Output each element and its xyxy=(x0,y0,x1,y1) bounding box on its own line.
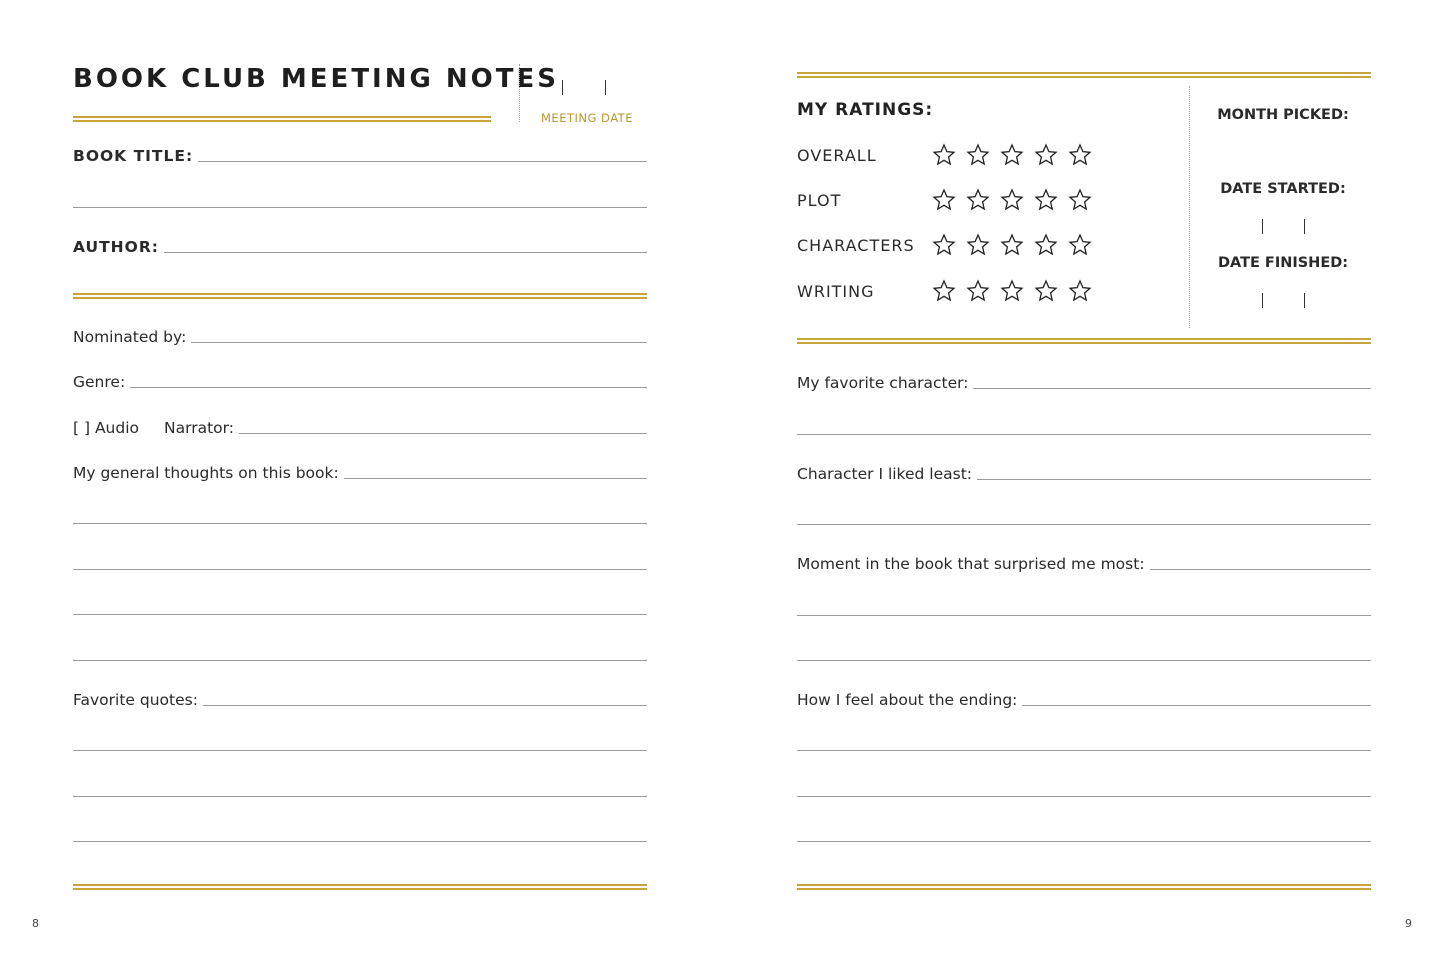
write-line[interactable] xyxy=(202,705,647,706)
write-line[interactable] xyxy=(73,841,647,842)
star-icon[interactable] xyxy=(1068,188,1092,212)
date-slash xyxy=(562,80,563,95)
ending-label: How I feel about the ending: xyxy=(797,691,1018,709)
write-line[interactable] xyxy=(343,478,647,479)
star-icon[interactable] xyxy=(1068,143,1092,167)
write-line[interactable] xyxy=(130,387,647,388)
write-line[interactable] xyxy=(198,161,647,162)
date-finished-label: DATE FINISHED: xyxy=(1217,255,1349,271)
dotted-divider xyxy=(1189,86,1190,328)
write-line[interactable] xyxy=(973,388,1371,389)
write-line[interactable] xyxy=(977,479,1371,480)
narrator-label: Narrator: xyxy=(164,419,234,437)
author-field[interactable]: AUTHOR: xyxy=(73,232,647,256)
write-line[interactable] xyxy=(797,660,1371,661)
nominated-label: Nominated by: xyxy=(73,328,187,346)
write-line[interactable] xyxy=(73,207,647,208)
star-icon[interactable] xyxy=(932,143,956,167)
quotes-label: Favorite quotes: xyxy=(73,691,198,709)
rating-label-overall: OVERALL xyxy=(797,146,877,165)
write-line[interactable] xyxy=(73,569,647,570)
star-icon[interactable] xyxy=(966,188,990,212)
favorite-character-label: My favorite character: xyxy=(797,374,969,392)
rating-label-plot: PLOT xyxy=(797,191,842,210)
star-icon[interactable] xyxy=(1000,279,1024,303)
star-icon[interactable] xyxy=(966,143,990,167)
date-slash xyxy=(1304,293,1305,308)
liked-least-field[interactable]: Character I liked least: xyxy=(797,459,1371,483)
star-icon[interactable] xyxy=(1034,143,1058,167)
gold-divider xyxy=(797,338,1371,344)
date-slash xyxy=(605,80,606,95)
surprised-field[interactable]: Moment in the book that surprised me mos… xyxy=(797,549,1371,573)
write-line[interactable] xyxy=(73,614,647,615)
star-icon[interactable] xyxy=(966,233,990,257)
gold-divider xyxy=(73,293,647,299)
write-line[interactable] xyxy=(1149,569,1371,570)
meeting-date-label: MEETING DATE xyxy=(541,111,633,125)
write-line[interactable] xyxy=(797,796,1371,797)
author-label: AUTHOR: xyxy=(73,238,159,256)
write-line[interactable] xyxy=(797,841,1371,842)
star-icon[interactable] xyxy=(1034,279,1058,303)
quotes-field[interactable]: Favorite quotes: xyxy=(73,685,647,709)
book-title-field[interactable]: BOOK TITLE: xyxy=(73,141,647,165)
ratings-heading: MY RATINGS: xyxy=(797,100,934,120)
page-title: BOOK CLUB MEETING NOTES xyxy=(73,64,559,94)
write-line[interactable] xyxy=(797,750,1371,751)
star-icon[interactable] xyxy=(932,233,956,257)
page-number: 9 xyxy=(1405,917,1412,930)
favorite-character-field[interactable]: My favorite character: xyxy=(797,368,1371,392)
star-icon[interactable] xyxy=(1000,143,1024,167)
date-slash xyxy=(1304,219,1305,234)
write-line[interactable] xyxy=(73,750,647,751)
ending-field[interactable]: How I feel about the ending: xyxy=(797,685,1371,709)
write-line[interactable] xyxy=(73,796,647,797)
date-slash xyxy=(1262,293,1263,308)
genre-field[interactable]: Genre: xyxy=(73,367,647,391)
write-line[interactable] xyxy=(797,524,1371,525)
genre-label: Genre: xyxy=(73,373,126,391)
rating-label-characters: CHARACTERS xyxy=(797,236,915,255)
write-line[interactable] xyxy=(797,434,1371,435)
write-line[interactable] xyxy=(73,523,647,524)
thoughts-label: My general thoughts on this book: xyxy=(73,464,339,482)
star-icon[interactable] xyxy=(1034,233,1058,257)
star-icon[interactable] xyxy=(1034,188,1058,212)
page-number: 8 xyxy=(32,917,39,930)
narrator-field[interactable]: [ ] Audio Narrator: xyxy=(73,413,647,437)
gold-divider xyxy=(797,884,1371,890)
surprised-label: Moment in the book that surprised me mos… xyxy=(797,555,1145,573)
month-picked-label: MONTH PICKED: xyxy=(1217,107,1349,123)
write-line[interactable] xyxy=(191,342,647,343)
gold-divider xyxy=(73,116,491,122)
dotted-divider xyxy=(519,64,520,122)
write-line[interactable] xyxy=(73,660,647,661)
star-icon[interactable] xyxy=(932,188,956,212)
date-started-label: DATE STARTED: xyxy=(1220,181,1346,197)
rating-label-writing: WRITING xyxy=(797,282,875,301)
nominated-field[interactable]: Nominated by: xyxy=(73,322,647,346)
star-icon[interactable] xyxy=(1000,188,1024,212)
audio-checkbox[interactable]: [ ] Audio xyxy=(73,419,140,437)
write-line[interactable] xyxy=(163,252,647,253)
star-icon[interactable] xyxy=(1068,233,1092,257)
gold-divider xyxy=(73,884,647,890)
star-icon[interactable] xyxy=(1068,279,1092,303)
star-icon[interactable] xyxy=(1000,233,1024,257)
thoughts-field[interactable]: My general thoughts on this book: xyxy=(73,458,647,482)
write-line[interactable] xyxy=(238,433,647,434)
write-line[interactable] xyxy=(1022,705,1371,706)
gold-divider xyxy=(797,72,1371,78)
write-line[interactable] xyxy=(797,615,1371,616)
liked-least-label: Character I liked least: xyxy=(797,465,973,483)
star-icon[interactable] xyxy=(966,279,990,303)
star-icon[interactable] xyxy=(932,279,956,303)
date-slash xyxy=(1262,219,1263,234)
book-title-label: BOOK TITLE: xyxy=(73,147,194,165)
